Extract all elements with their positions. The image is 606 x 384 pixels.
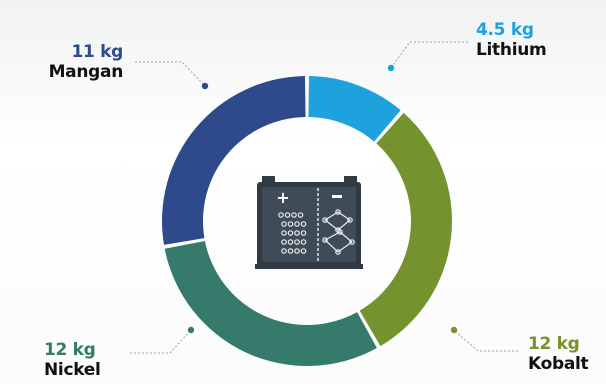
- nickel-name: Nickel: [44, 360, 101, 380]
- leader-dot-mangan: [201, 82, 209, 90]
- battery-icon: +: [255, 176, 363, 269]
- slice-kobalt: [359, 112, 452, 347]
- label-mangan: 11 kg Mangan: [0, 42, 124, 82]
- slice-nickel: [164, 240, 377, 366]
- leader-line-nickel: [130, 329, 192, 354]
- leader-line-mangan: [135, 61, 206, 87]
- slice-lithium: [308, 76, 401, 142]
- leader-dot-nickel: [187, 326, 195, 334]
- mangan-name: Mangan: [48, 62, 124, 82]
- leader-dot-kobalt: [450, 326, 458, 334]
- lithium-name: Lithium: [476, 40, 547, 60]
- leader-line-lithium: [390, 41, 468, 69]
- lithium-value: 4.5 kg: [476, 20, 534, 40]
- kobalt-name: Kobalt: [528, 354, 589, 374]
- slice-mangan: [162, 76, 306, 245]
- nickel-value: 12 kg: [44, 340, 96, 360]
- mangan-value: 11 kg: [71, 42, 123, 62]
- label-kobalt: 12 kg Kobalt: [528, 334, 589, 374]
- leader-dot-lithium: [387, 64, 395, 72]
- kobalt-value: 12 kg: [528, 334, 580, 354]
- donut-slices: [162, 76, 452, 366]
- leader-lines: [130, 41, 518, 354]
- label-lithium: 4.5 kg Lithium: [476, 20, 547, 60]
- label-nickel: 12 kg Nickel: [44, 340, 101, 380]
- leader-line-kobalt: [453, 329, 518, 352]
- svg-text:+: +: [276, 188, 289, 207]
